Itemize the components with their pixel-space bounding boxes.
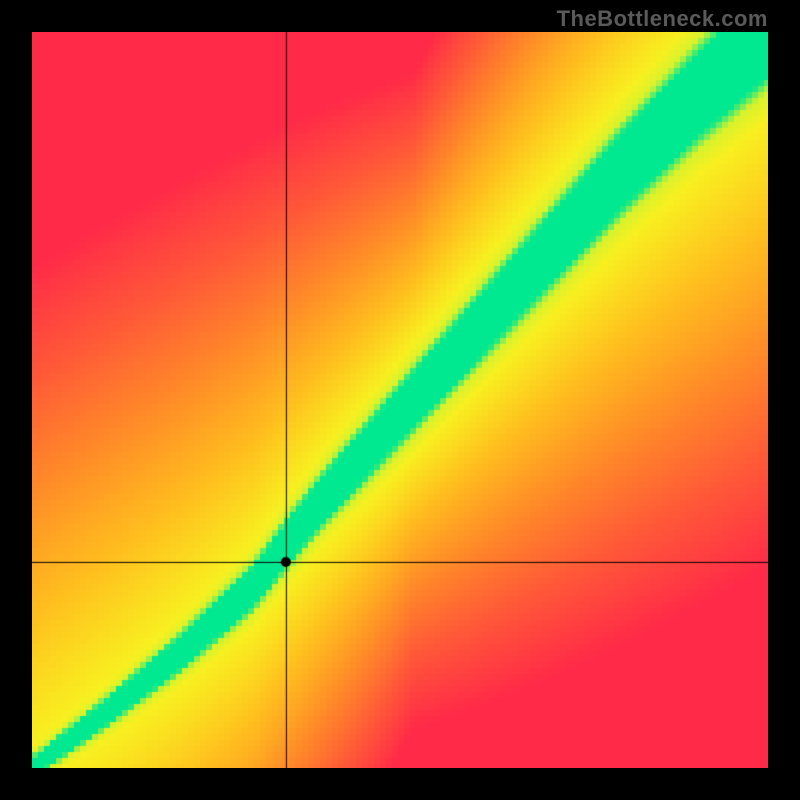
watermark-text: TheBottleneck.com <box>557 6 768 32</box>
outer-frame: TheBottleneck.com <box>0 0 800 800</box>
heatmap-plot <box>32 32 768 768</box>
heatmap-canvas <box>32 32 768 768</box>
